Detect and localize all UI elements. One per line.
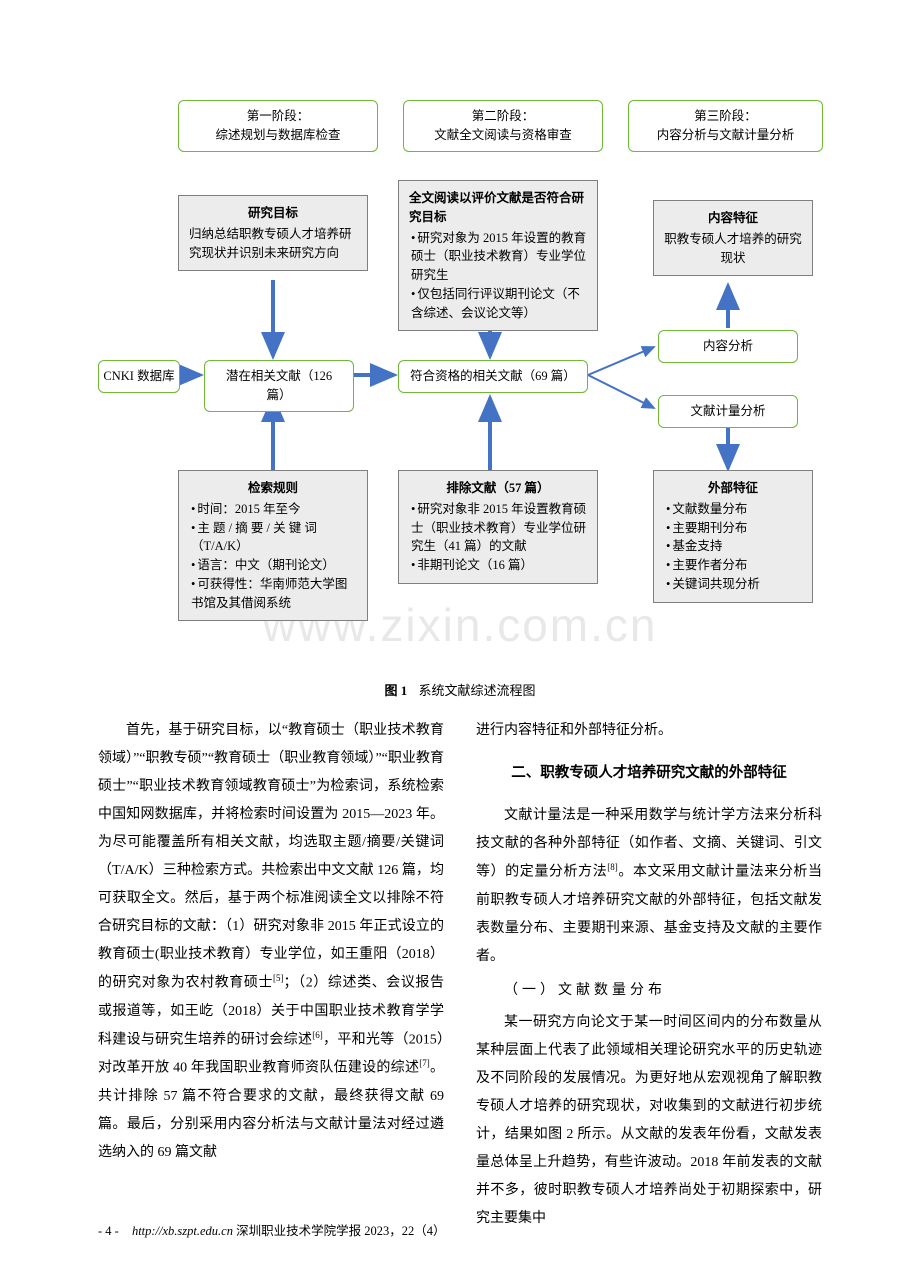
excluded-box: 排除文献（57 篇） 研究对象非 2015 年设置教育硕士（职业技术教育）专业学… bbox=[398, 470, 598, 584]
screening-list: 研究对象为 2015 年设置的教育硕士（职业技术教育）专业学位研究生 仅包括同行… bbox=[409, 229, 587, 323]
goal-box: 研究目标 归纳总结职教专硕人才培养研究现状并识别未来研究方向 bbox=[178, 195, 368, 271]
biblio-analysis-label: 文献计量分析 bbox=[690, 404, 765, 418]
rules-box: 检索规则 时间：2015 年至今 主 题 / 摘 要 / 关 键 词（T/A/K… bbox=[178, 470, 368, 621]
screening-item-1: 仅包括同行评议期刊论文（不含综述、会议论文等） bbox=[411, 285, 587, 323]
external-item-3: 主要作者分布 bbox=[666, 556, 802, 575]
flowchart-diagram: 第一阶段： 综述规划与数据库检查 第二阶段： 文献全文阅读与资格审查 第三阶段：… bbox=[98, 100, 822, 670]
figure-caption: 图 1 系统文献综述流程图 bbox=[98, 680, 822, 699]
db-label: CNKI 数据库 bbox=[103, 369, 174, 383]
external-feature-box: 外部特征 文献数量分布 主要期刊分布 基金支持 主要作者分布 关键词共现分析 bbox=[653, 470, 813, 603]
ref-6: [6] bbox=[312, 1030, 323, 1040]
stage-2-box: 第二阶段： 文献全文阅读与资格审查 bbox=[403, 100, 603, 152]
external-item-4: 关键词共现分析 bbox=[666, 575, 802, 594]
right-column: 进行内容特征和外部特征分析。 二、职教专硕人才培养研究文献的外部特征 文献计量法… bbox=[476, 717, 822, 1233]
footer-journal: 深圳职业技术学院学报 bbox=[236, 1224, 361, 1238]
ref-7: [7] bbox=[419, 1058, 430, 1068]
right-p3: 某一研究方向论文于某一时间区间内的分布数量从某种层面上代表了此领域相关理论研究水… bbox=[476, 1009, 822, 1233]
sub-heading-1: （一）文献数量分布 bbox=[476, 977, 822, 1005]
left-p1: 首先，基于研究目标，以“教育硕士（职业技术教育领域）”“职教专硕”“教育硕士（职… bbox=[98, 723, 444, 991]
left-para-1: 首先，基于研究目标，以“教育硕士（职业技术教育领域）”“职教专硕”“教育硕士（职… bbox=[98, 717, 444, 1167]
page: www.zixin.com.cn bbox=[0, 0, 920, 1271]
excluded-list: 研究对象非 2015 年设置教育硕士（职业技术教育）专业学位研究生（41 篇）的… bbox=[409, 500, 587, 575]
body-columns: 首先，基于研究目标，以“教育硕士（职业技术教育领域）”“职教专硕”“教育硕士（职… bbox=[98, 717, 822, 1233]
rules-list: 时间：2015 年至今 主 题 / 摘 要 / 关 键 词（T/A/K） 语言：… bbox=[189, 500, 357, 613]
content-analysis-label: 内容分析 bbox=[703, 339, 753, 353]
stage-1-line2: 综述规划与数据库检查 bbox=[215, 128, 340, 142]
biblio-analysis-box: 文献计量分析 bbox=[658, 395, 798, 428]
excluded-item-0: 研究对象非 2015 年设置教育硕士（职业技术教育）专业学位研究生（41 篇）的… bbox=[411, 500, 587, 556]
external-feature-title: 外部特征 bbox=[664, 479, 802, 498]
right-para-2: 文献计量法是一种采用数学与统计学方法来分析科技文献的各种外部特征（如作者、文摘、… bbox=[476, 802, 822, 971]
rules-item-3: 可获得性：华南师范大学图书馆及其借阅系统 bbox=[191, 575, 357, 613]
left-column: 首先，基于研究目标，以“教育硕士（职业技术教育领域）”“职教专硕”“教育硕士（职… bbox=[98, 717, 444, 1233]
footer-issue: 2023，22（4） bbox=[364, 1224, 445, 1238]
stage-3-line1: 第三阶段： bbox=[694, 109, 757, 123]
content-analysis-box: 内容分析 bbox=[658, 330, 798, 363]
ref-8: [8] bbox=[607, 862, 618, 872]
eligible-label: 符合资格的相关文献（69 篇） bbox=[410, 369, 576, 383]
stage-3-line2: 内容分析与文献计量分析 bbox=[657, 128, 795, 142]
excluded-title: 排除文献（57 篇） bbox=[409, 479, 587, 498]
stage-2-line1: 第二阶段： bbox=[472, 109, 535, 123]
potential-label: 潜在相关文献（126 篇） bbox=[226, 369, 332, 402]
content-feature-body: 职教专硕人才培养的研究现状 bbox=[664, 232, 802, 265]
rules-item-1: 主 题 / 摘 要 / 关 键 词（T/A/K） bbox=[191, 519, 357, 557]
goal-body: 归纳总结职教专硕人才培养研究现状并识别未来研究方向 bbox=[189, 227, 352, 260]
screening-item-0: 研究对象为 2015 年设置的教育硕士（职业技术教育）专业学位研究生 bbox=[411, 229, 587, 285]
content-feature-title: 内容特征 bbox=[664, 209, 802, 228]
ref-5: [5] bbox=[273, 973, 284, 983]
screening-box: 全文阅读以评价文献是否符合研究目标 研究对象为 2015 年设置的教育硕士（职业… bbox=[398, 180, 598, 331]
goal-title: 研究目标 bbox=[189, 204, 357, 223]
potential-box: 潜在相关文献（126 篇） bbox=[204, 360, 354, 412]
figure-text: 系统文献综述流程图 bbox=[419, 683, 536, 698]
eligible-box: 符合资格的相关文献（69 篇） bbox=[398, 360, 588, 393]
stage-1-line1: 第一阶段： bbox=[247, 109, 310, 123]
external-item-2: 基金支持 bbox=[666, 537, 802, 556]
rules-title: 检索规则 bbox=[189, 479, 357, 498]
stage-1-box: 第一阶段： 综述规划与数据库检查 bbox=[178, 100, 378, 152]
stage-3-box: 第三阶段： 内容分析与文献计量分析 bbox=[628, 100, 823, 152]
section-2-heading: 二、职教专硕人才培养研究文献的外部特征 bbox=[476, 759, 822, 788]
external-item-1: 主要期刊分布 bbox=[666, 519, 802, 538]
external-item-0: 文献数量分布 bbox=[666, 500, 802, 519]
footer-url: http://xb.szpt.edu.cn bbox=[132, 1224, 233, 1238]
excluded-item-1: 非期刊论文（16 篇） bbox=[411, 556, 587, 575]
page-footer: - 4 - http://xb.szpt.edu.cn 深圳职业技术学院学报 2… bbox=[98, 1220, 446, 1239]
db-box: CNKI 数据库 bbox=[98, 360, 180, 393]
content-feature-box: 内容特征 职教专硕人才培养的研究现状 bbox=[653, 200, 813, 276]
right-p1: 进行内容特征和外部特征分析。 bbox=[476, 717, 822, 745]
rules-item-2: 语言：中文（期刊论文） bbox=[191, 556, 357, 575]
rules-item-0: 时间：2015 年至今 bbox=[191, 500, 357, 519]
external-feature-list: 文献数量分布 主要期刊分布 基金支持 主要作者分布 关键词共现分析 bbox=[664, 500, 802, 594]
page-number: - 4 - bbox=[98, 1224, 119, 1238]
figure-label: 图 1 bbox=[384, 683, 407, 698]
screening-title: 全文阅读以评价文献是否符合研究目标 bbox=[409, 189, 587, 227]
stage-2-line2: 文献全文阅读与资格审查 bbox=[434, 128, 572, 142]
